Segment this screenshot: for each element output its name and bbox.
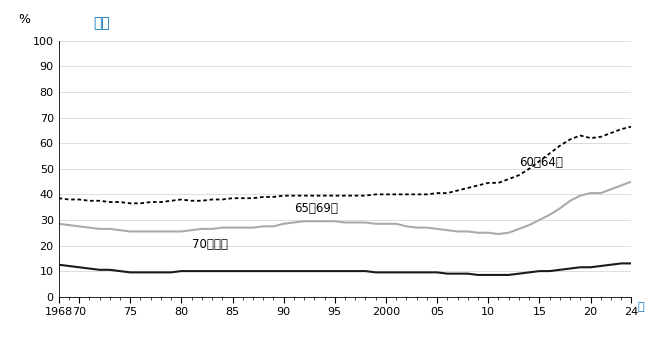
Text: 年: 年 [637,302,644,312]
Text: %: % [18,13,31,26]
Text: 女性: 女性 [93,17,110,31]
Text: 70歳以上: 70歳以上 [191,238,227,251]
Text: 65～69歳: 65～69歳 [294,202,338,215]
Text: 60～64歳: 60～64歳 [519,156,563,169]
